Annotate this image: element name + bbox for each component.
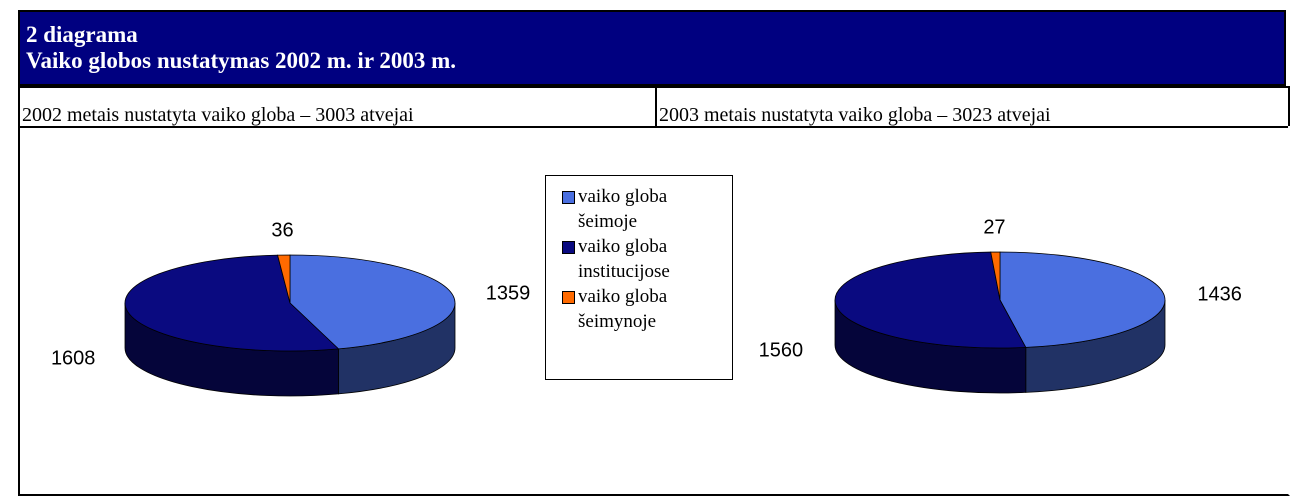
legend-label: vaiko globa šeimynoje (578, 286, 668, 332)
legend-swatch (562, 191, 575, 204)
legend-swatch (562, 291, 575, 304)
pie-slice (990, 251, 1001, 301)
legend-label: vaiko globa šeimoje (578, 186, 668, 232)
legend-label: vaiko globa institucijose (578, 236, 670, 282)
pie-slice (277, 254, 291, 304)
legend-item: vaiko globa šeimoje (562, 184, 712, 234)
legend-swatch (562, 241, 575, 254)
header-line: Vaiko globos nustatymas 2002 m. ir 2003 … (26, 48, 457, 73)
legend: vaiko globa šeimoje vaiko globa instituci… (545, 175, 733, 380)
data-label: 27 (983, 216, 1005, 238)
legend-item: vaiko globa šeimynoje (562, 284, 712, 334)
legend-item: vaiko globa institucijose (562, 234, 712, 284)
pie-slice (999, 251, 1166, 348)
content-box (18, 126, 1290, 496)
data-label: 36 (271, 219, 293, 241)
data-label: 1608 (51, 347, 96, 369)
data-label: 1560 (759, 340, 804, 362)
header-line: 2 diagrama (26, 22, 138, 47)
data-label: 1359 (486, 282, 531, 304)
pie-slice (124, 254, 340, 352)
column-caption: 2003 metais nustatyta vaiko globa – 3023… (655, 86, 1290, 128)
pie-slice (289, 254, 456, 350)
header: 2 diagrama Vaiko globos nustatymas 2002 … (18, 10, 1286, 86)
data-label: 1436 (1197, 284, 1242, 306)
pie-slice (834, 251, 1027, 349)
